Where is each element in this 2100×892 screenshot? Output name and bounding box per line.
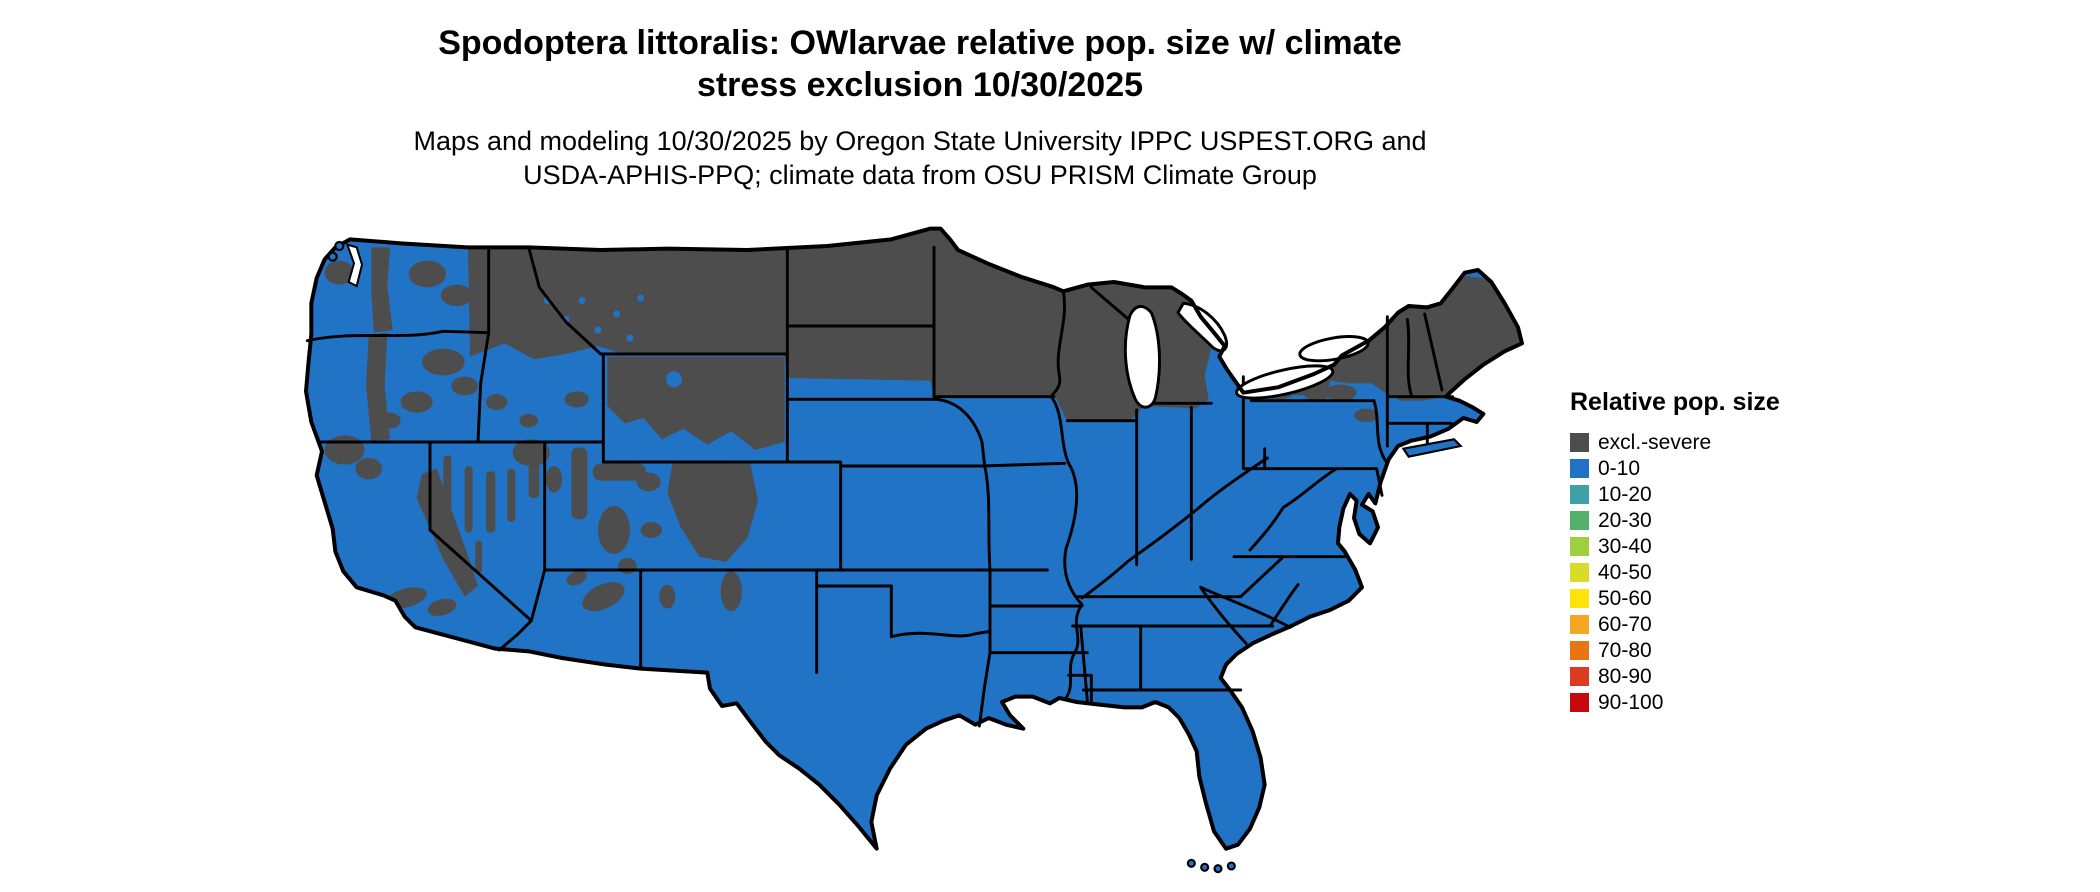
ny-patch — [1324, 384, 1357, 401]
page-subtitle-line2: USDA-APHIS-PPQ; climate data from OSU PR… — [523, 160, 1317, 190]
lake-michigan — [1123, 305, 1161, 409]
legend-item: 30-40 — [1570, 533, 1870, 559]
legend-item-label: 20-30 — [1598, 508, 1652, 532]
nevada-ridge — [507, 468, 516, 522]
sierra-nevada-exclusion — [416, 468, 478, 597]
idaho-patch — [486, 394, 508, 410]
legend-color-swatch — [1570, 432, 1589, 452]
page-title-line2: stress exclusion 10/30/2025 — [696, 66, 1144, 104]
legend-item: 40-50 — [1570, 559, 1870, 585]
great-lakes — [345, 243, 1370, 409]
nevada-ridge — [475, 540, 482, 573]
legend-item-label: 10-20 — [1598, 482, 1652, 506]
okanogan-patch — [408, 260, 446, 288]
oregon-cascades-exclusion — [366, 332, 390, 441]
san-juan-island — [334, 240, 345, 252]
uinta-patch — [592, 463, 646, 481]
arizona-highlands-patch — [582, 582, 625, 612]
idaho-patch — [564, 391, 589, 408]
valley-speckle — [578, 297, 586, 305]
puget-sound — [345, 243, 364, 288]
sangre-de-cristo-patch — [720, 571, 742, 612]
legend-color-swatch — [1570, 510, 1589, 530]
legend-item-label: 40-50 — [1598, 560, 1652, 584]
legend-item: excl.-severe — [1570, 429, 1870, 455]
nevada-ridge — [528, 460, 540, 498]
us-map — [304, 226, 1524, 874]
legend-item-label: 30-40 — [1598, 534, 1652, 558]
blue-mountains-patch — [451, 376, 478, 396]
nevada-utah-patch — [546, 466, 562, 493]
legend-item-label: 0-10 — [1598, 456, 1641, 480]
wyoming-exclusion — [607, 356, 785, 450]
blue-mountains-patch — [422, 348, 465, 376]
legend-color-swatch — [1570, 640, 1589, 660]
idaho-patch — [519, 414, 538, 428]
nevada-ridge — [464, 466, 473, 533]
legend-item-label: excl.-severe — [1598, 430, 1712, 454]
florida-key — [1213, 864, 1223, 874]
legend: Relative pop. size excl.-severe 0-10 10-… — [1570, 388, 1870, 715]
page-subtitle-line1: Maps and modeling 10/30/2025 by Oregon S… — [413, 126, 1427, 156]
long-island — [1401, 438, 1463, 458]
florida-key — [1200, 862, 1210, 872]
utah-patch — [618, 558, 637, 574]
legend-item-label: 90-100 — [1598, 690, 1664, 714]
legend-item: 80-90 — [1570, 663, 1870, 689]
colorado-rockies-exclusion — [667, 462, 758, 562]
legend-item: 0-10 — [1570, 455, 1870, 481]
legend-item-label: 80-90 — [1598, 664, 1652, 688]
n-pennsylvania-patch — [1304, 390, 1329, 401]
legend-item-label: 60-70 — [1598, 612, 1652, 636]
klamath-patch — [355, 458, 382, 480]
page-subtitle: Maps and modeling 10/30/2025 by Oregon S… — [0, 124, 1840, 192]
legend-color-swatch — [1570, 458, 1589, 478]
legend-title: Relative pop. size — [1570, 388, 1780, 416]
new-england-exclusion — [1328, 274, 1521, 401]
rockies-patch — [640, 522, 662, 538]
page-title-line1: Spodoptera littoralis: OWlarvae relative… — [438, 24, 1402, 62]
ne-nevada-patch — [512, 439, 550, 466]
wasatch-patch — [571, 447, 588, 520]
legend-color-swatch — [1570, 692, 1589, 712]
valley-speckle — [626, 334, 634, 342]
valley-speckle — [637, 294, 645, 302]
legend-color-swatch — [1570, 666, 1589, 686]
legend-item: 90-100 — [1570, 689, 1870, 715]
legend-item: 50-60 — [1570, 585, 1870, 611]
legend-color-swatch — [1570, 614, 1589, 634]
san-juan-island — [327, 251, 338, 262]
bighorn-basin-speckle — [666, 371, 682, 388]
legend-item-label: 50-60 — [1598, 586, 1652, 610]
legend-item: 70-80 — [1570, 637, 1870, 663]
olympics-patch — [324, 260, 354, 285]
utah-plateau-patch — [598, 506, 630, 554]
klamath-patch — [324, 435, 365, 465]
oregon-desert-patch — [379, 412, 401, 429]
okanogan-patch — [440, 284, 473, 306]
nm-highlands-patch — [659, 584, 676, 609]
legend-color-swatch — [1570, 536, 1589, 556]
legend-color-swatch — [1570, 484, 1589, 504]
legend-color-swatch — [1570, 588, 1589, 608]
page-title: Spodoptera littoralis: OWlarvae relative… — [0, 22, 1840, 106]
islands — [327, 240, 1463, 874]
florida-key — [1186, 858, 1196, 868]
valley-speckle — [594, 326, 602, 334]
legend-item: 60-70 — [1570, 611, 1870, 637]
legend-color-swatch — [1570, 562, 1589, 582]
legend-item: 10-20 — [1570, 481, 1870, 507]
legend-item: 20-30 — [1570, 507, 1870, 533]
florida-key — [1226, 861, 1236, 871]
washington-cascades-exclusion — [371, 247, 393, 333]
catskills-patch — [1354, 408, 1378, 422]
oregon-desert-patch — [400, 391, 433, 413]
arizona-highlands-patch — [566, 570, 587, 586]
socal-mountains-patch — [427, 598, 457, 616]
nevada-ridge — [486, 471, 496, 533]
legend-item-label: 70-80 — [1598, 638, 1652, 662]
valley-speckle — [613, 310, 621, 318]
